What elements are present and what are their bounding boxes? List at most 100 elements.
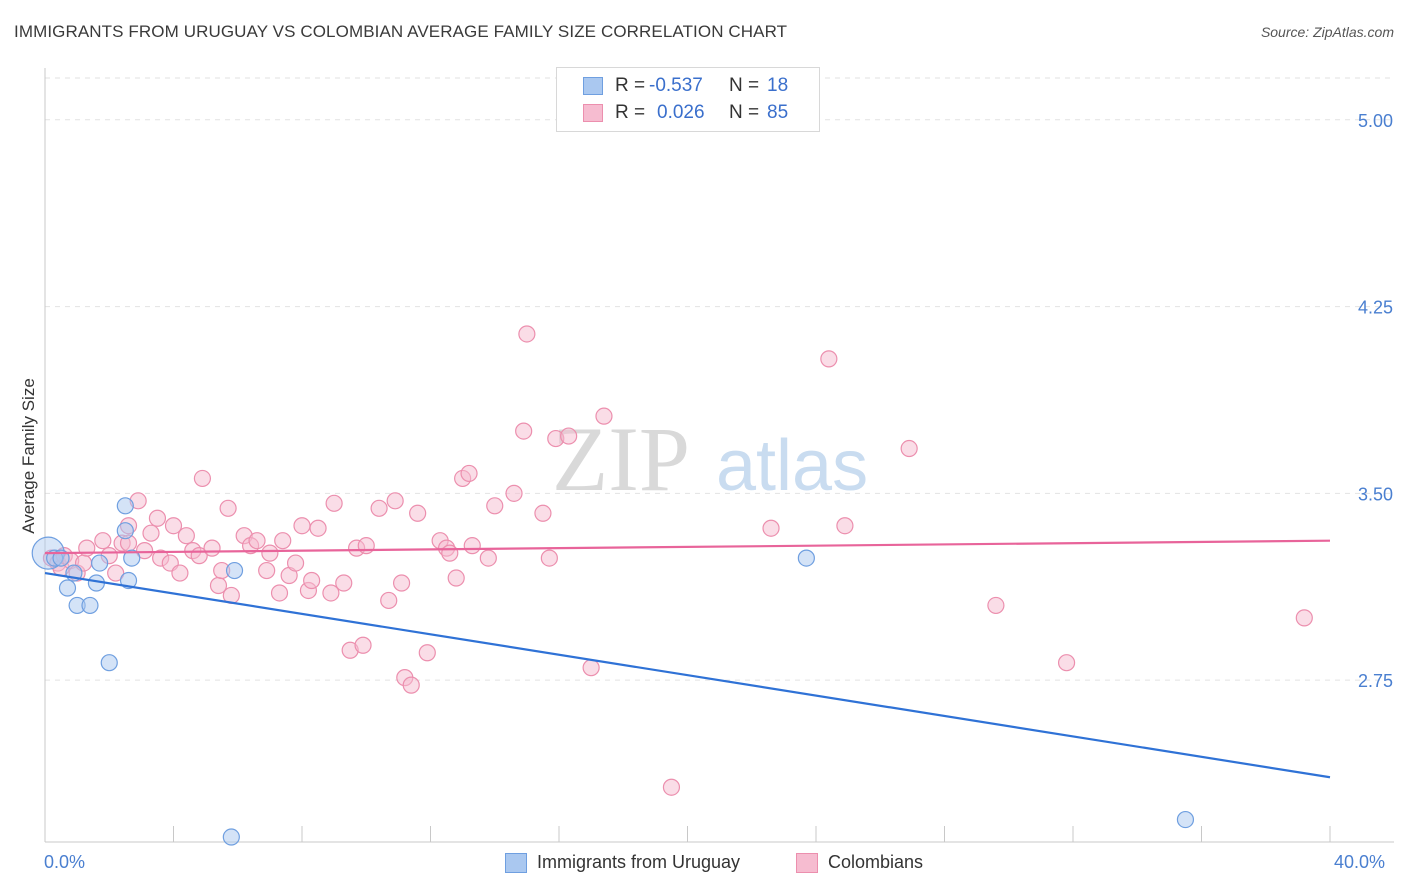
legend-row-colombians: R = 0.026 N = 85 [583, 100, 788, 126]
uruguay-point [116, 497, 134, 515]
colombian-point [392, 574, 411, 592]
colombian-point [1295, 609, 1313, 627]
colombian-point [1057, 654, 1076, 672]
colombian-point [248, 532, 266, 550]
colombian-point [219, 499, 237, 517]
colombian-point [94, 532, 112, 550]
colombian-point [148, 509, 167, 527]
colombian-trend-line [44, 539, 1331, 555]
x-axis-min-label: 0.0% [44, 852, 86, 872]
colombian-point [309, 519, 327, 537]
colombian-point [177, 527, 195, 545]
colombian-point [258, 561, 276, 580]
colombian-point [135, 542, 154, 560]
colombians-points [42, 325, 1313, 796]
stats-legend: R = -0.537 N = 18 R = 0.026 N = 85 [556, 67, 820, 132]
colombian-point [418, 644, 436, 662]
uruguay-point [123, 549, 141, 567]
legend-row-uruguay: R = -0.537 N = 18 [583, 73, 788, 99]
watermark-atlas: atlas [716, 426, 868, 506]
colombian-point [286, 554, 305, 572]
colombian-point [261, 544, 279, 562]
legend-swatch-uruguay [583, 77, 603, 95]
colombian-point [836, 517, 854, 535]
legend-swatch-uruguay [505, 852, 527, 873]
colombian-point [662, 778, 681, 796]
colombian-point [193, 469, 212, 488]
colombian-point [582, 659, 600, 677]
colombian-point [164, 517, 183, 535]
colombian-point [900, 439, 918, 458]
uruguay-point [222, 828, 240, 846]
legend-r-value: 0.026 [657, 102, 705, 123]
y-tick-label: 2.75 [1358, 671, 1393, 691]
uruguay-point [81, 596, 99, 615]
colombian-point [486, 497, 504, 515]
trend-lines [44, 539, 1331, 779]
uruguay-point [225, 561, 244, 580]
colombian-point [463, 537, 481, 555]
legend-label-uruguay: Immigrants from Uruguay [537, 852, 741, 872]
colombian-point [515, 422, 533, 440]
colombian-point [325, 494, 343, 512]
colombian-point [762, 519, 780, 537]
colombian-point [479, 549, 497, 567]
colombian-point [370, 499, 388, 517]
colombian-point [595, 407, 613, 425]
uruguay-point [116, 522, 134, 540]
colombian-point [534, 504, 552, 522]
colombian-point [386, 492, 404, 510]
legend-r-value: -0.537 [649, 75, 703, 96]
colombian-point [293, 517, 311, 535]
y-tick-label: 3.50 [1358, 484, 1393, 504]
colombian-point [171, 564, 189, 582]
colombian-point [322, 584, 340, 602]
colombian-point [560, 427, 578, 445]
source-credit: Source: ZipAtlas.com [1260, 24, 1394, 40]
legend-n-value: 18 [767, 75, 789, 96]
colombian-point [402, 676, 420, 694]
uruguay-point [1176, 810, 1195, 829]
colombian-point [540, 549, 558, 567]
colombian-point [460, 464, 478, 483]
legend-item-colombians[interactable]: Colombians [796, 852, 923, 873]
y-tick-label: 4.25 [1358, 298, 1393, 318]
colombian-point [203, 539, 221, 557]
colombian-point [142, 524, 160, 542]
colombian-point [303, 571, 321, 590]
chart-title: IMMIGRANTS FROM URUGUAY VS COLOMBIAN AVE… [14, 22, 788, 41]
legend-swatch-colombians [796, 852, 818, 873]
watermark: ZIP atlas [552, 408, 868, 510]
colombian-point [335, 574, 353, 592]
legend-label-colombians: Colombians [828, 852, 924, 872]
axes [44, 68, 1394, 843]
uruguay-point [91, 554, 109, 572]
colombian-point [505, 484, 523, 502]
legend-r-label: R = [615, 75, 646, 96]
colombian-point [447, 569, 465, 587]
uruguay-point [58, 579, 77, 597]
y-axis-label: Average Family Size [19, 378, 38, 534]
colombian-point [441, 544, 459, 562]
legend-r-label: R = [615, 102, 646, 123]
legend-item-uruguay[interactable]: Immigrants from Uruguay [505, 852, 740, 873]
colombian-point [274, 532, 292, 550]
colombian-point [518, 325, 536, 343]
legend-n-label: N = [729, 75, 760, 96]
legend-swatch-colombians [583, 104, 603, 122]
uruguay-point [119, 571, 138, 590]
legend-n-value: 85 [767, 102, 789, 123]
uruguay-point [100, 654, 118, 672]
uruguay-point [797, 549, 815, 567]
uruguay-trend-line [44, 571, 1331, 779]
colombian-point [987, 596, 1005, 615]
colombian-point [820, 350, 838, 368]
watermark-zip: ZIP [552, 408, 690, 510]
x-axis-max-label: 40.0% [1334, 852, 1386, 872]
colombian-point [354, 636, 372, 654]
colombian-point [107, 564, 125, 582]
y-tick-label: 5.00 [1358, 111, 1393, 131]
colombian-point [380, 591, 398, 610]
colombian-point [357, 537, 375, 555]
